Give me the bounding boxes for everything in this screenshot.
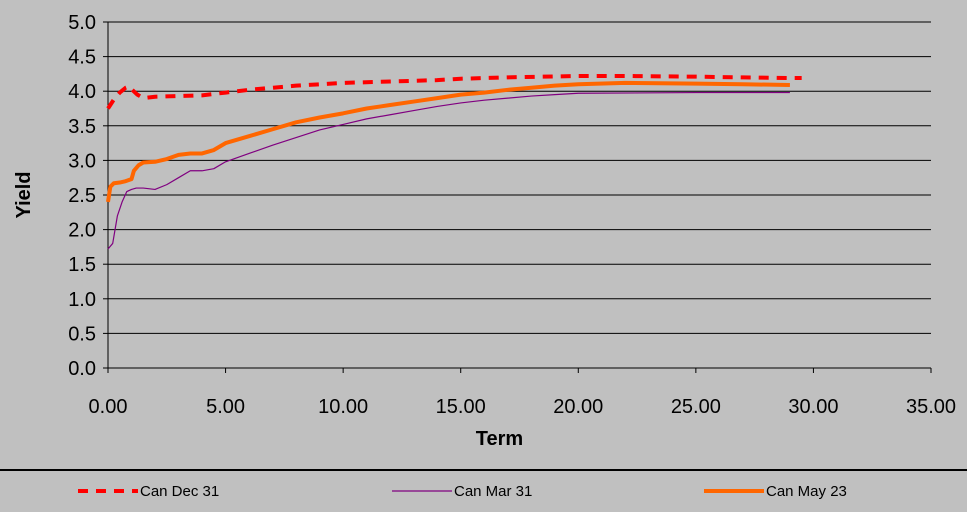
y-tick-label-9: 4.5 [68, 47, 96, 69]
x-axis-title: Term [476, 428, 523, 450]
x-tick-label-3: 15.00 [436, 396, 486, 418]
series-line-can-mar-31 [107, 91, 790, 250]
x-tick-label-7: 35.00 [906, 396, 956, 418]
legend-label-2: Can May 23 [766, 483, 847, 500]
series-line-can-dec-31 [106, 73, 802, 110]
x-tick-label-1: 5.00 [206, 396, 245, 418]
y-tick-label-5: 2.5 [68, 185, 96, 207]
y-tick-label-2: 1.0 [68, 289, 96, 311]
y-tick-label-6: 3.0 [68, 150, 96, 172]
y-tick-label-1: 0.5 [68, 323, 96, 345]
y-tick-label-7: 3.5 [68, 116, 96, 138]
x-tick-label-2: 10.00 [318, 396, 368, 418]
x-tick-label-4: 20.00 [553, 396, 603, 418]
x-tick-label-0: 0.00 [89, 396, 128, 418]
series-line-can-may-23 [106, 80, 790, 203]
legend-label-0: Can Dec 31 [140, 483, 219, 500]
y-axis-title: Yield [13, 171, 35, 218]
y-tick-label-3: 1.5 [68, 254, 96, 276]
x-tick-label-5: 25.00 [671, 396, 721, 418]
y-tick-label-4: 2.0 [68, 220, 96, 242]
legend-label-1: Can Mar 31 [454, 483, 532, 500]
y-tick-label-10: 5.0 [68, 12, 96, 34]
y-tick-label-8: 4.0 [68, 81, 96, 103]
x-tick-label-6: 30.00 [788, 396, 838, 418]
y-tick-label-0: 0.0 [68, 358, 96, 380]
